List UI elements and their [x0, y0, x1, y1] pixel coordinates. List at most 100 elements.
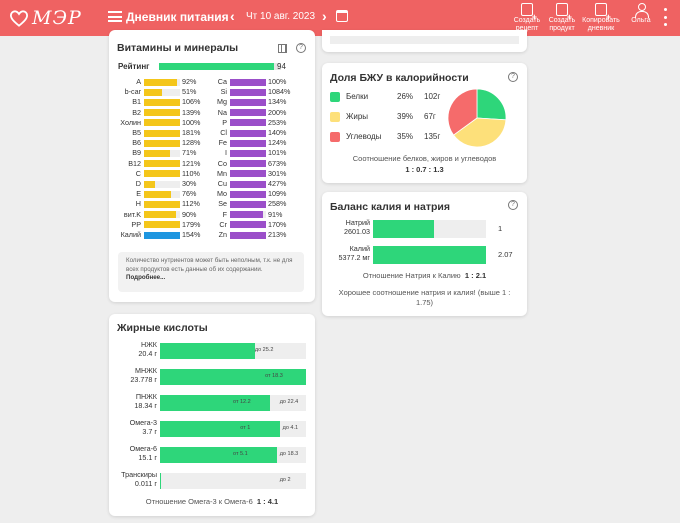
fatty-acid-label: Омега-3 3.7 г	[109, 418, 157, 436]
legend-swatch	[330, 112, 340, 122]
fatty-acids-title: Жирные кислоты	[117, 322, 208, 334]
nutrient-row: Холин 100%	[109, 118, 209, 128]
balance-row: Калий 5377.2 мг 2.07	[330, 244, 526, 265]
balance-ratio-label: Отношение Натрия к Калию	[362, 271, 461, 280]
nutrient-value: 30%	[182, 179, 197, 188]
nutrient-bar-fill	[230, 139, 266, 147]
fatty-acid-bar-fill	[160, 473, 162, 489]
pie-slice	[476, 88, 507, 121]
fatty-acid-label: Транскиры 0.011 г	[109, 470, 157, 488]
nutrient-value: 90%	[182, 209, 197, 219]
omega-ratio: Отношение Омега-3 к Омега-6 1 : 4.1	[109, 497, 315, 506]
nutrient-value: 154%	[182, 230, 201, 239]
fatty-acid-bar-fill	[160, 369, 306, 385]
rating-bar	[159, 63, 281, 70]
nutrient-name: B6	[132, 138, 141, 148]
nutrient-bar-fill	[144, 109, 180, 117]
nutrient-bar	[144, 170, 180, 178]
fatty-acid-name: Омега-6	[129, 444, 157, 453]
more-link[interactable]: Подробнее...	[126, 274, 166, 282]
nutrient-name: Mg	[217, 97, 227, 107]
fatty-acid-amount: 0.011 г	[134, 478, 157, 488]
nutrient-bar	[230, 170, 266, 178]
nutrient-bar	[230, 129, 266, 137]
nutrient-row: Co 673%	[195, 159, 295, 169]
help-icon[interactable]: ?	[508, 200, 518, 210]
nutrient-value: 213%	[268, 230, 287, 239]
nutrient-row: b-car 51%	[109, 87, 209, 97]
chevron-right-icon[interactable]: ›	[322, 8, 327, 24]
fatty-acid-row: Омега-3 3.7 г от 1 до 4.1	[109, 418, 315, 439]
nutrient-bar	[144, 88, 180, 96]
nutrient-bar-fill	[230, 129, 266, 137]
rating-value: 94	[277, 62, 286, 71]
bju-card: Доля БЖУ в калорийности ? Белки 26% 102г Жи…	[322, 63, 527, 183]
nutrient-row: Se 258%	[195, 199, 295, 209]
nutrient-name: b-car	[124, 87, 141, 97]
help-icon[interactable]: ?	[296, 43, 306, 53]
user-icon	[633, 3, 649, 18]
fatty-acid-amount: 15.1 г	[138, 452, 157, 462]
nutrient-bar-fill	[230, 88, 266, 96]
nutrient-value: 76%	[182, 189, 197, 199]
copy-diary-button[interactable]: Копировать дневник	[582, 3, 620, 33]
fatty-acid-bar-fill	[160, 447, 277, 463]
fatty-acid-label: Омега-6 15.1 г	[109, 444, 157, 462]
more-vert-icon[interactable]	[664, 8, 668, 26]
nutrient-row: E 76%	[109, 189, 209, 199]
current-date[interactable]: Чт 10 авг. 2023	[246, 11, 316, 22]
nutrient-value: 71%	[182, 148, 197, 158]
nutrient-name: E	[136, 189, 141, 199]
copy-diary-label: Копировать дневник	[582, 17, 620, 32]
nutrient-bar	[144, 119, 180, 127]
nutrient-row: Fe 124%	[195, 138, 295, 148]
bju-ratio: Соотношение белков, жиров и углеводов 1 …	[322, 153, 527, 175]
table-icon[interactable]	[278, 44, 287, 53]
omega-ratio-label: Отношение Омега-3 к Омега-6	[145, 497, 253, 506]
vitamins-title: Витамины и минералы	[117, 42, 239, 54]
nutrient-name: P	[222, 117, 227, 127]
logo[interactable]: МЭР	[10, 7, 82, 29]
help-icon[interactable]: ?	[508, 72, 518, 82]
balance-ratio-value: 1 : 2.1	[464, 271, 487, 280]
nutrient-bar-fill	[144, 129, 180, 137]
bju-name: Белки	[346, 92, 369, 101]
nutrient-row: I 101%	[195, 148, 295, 158]
nutrient-name: B2	[132, 107, 141, 117]
norm-label: до 25.2	[254, 347, 274, 353]
fatty-acid-label: МНЖК 23.778 г	[109, 366, 157, 384]
nutrient-note-text: Количество нутриентов может быть неполны…	[126, 257, 293, 273]
nutrient-bar-fill	[144, 98, 180, 106]
nutrient-name: B12	[128, 158, 141, 168]
nutrient-bar-fill	[230, 180, 266, 188]
balance-ratio: Отношение Натрия к Калию 1 : 2.1	[322, 271, 527, 280]
user-menu-button[interactable]: Ольга	[624, 3, 658, 25]
fatty-acid-bar: от 12.2 до 22.4	[160, 395, 306, 411]
nutrient-bar-fill	[144, 119, 180, 127]
nutrient-value: 109%	[268, 189, 287, 199]
create-product-button[interactable]: Создать продукт	[543, 3, 581, 33]
nutrient-row: Mo 109%	[195, 189, 295, 199]
nutrient-row: D 30%	[109, 179, 209, 189]
nutrient-bar-fill	[230, 160, 266, 168]
balance-row: Натрий 2601.03 1	[330, 218, 526, 239]
nutrient-bar	[144, 190, 180, 198]
nutrient-bar	[230, 78, 266, 86]
fatty-acid-amount: 18.34 г	[134, 400, 157, 410]
nutrient-value: 1084%	[268, 87, 291, 97]
balance-bar	[373, 220, 486, 238]
bju-grams: 135г	[424, 132, 441, 141]
chevron-left-icon[interactable]: ‹	[230, 8, 235, 24]
nutrient-bar	[144, 129, 180, 137]
bju-name: Жиры	[346, 112, 369, 121]
fatty-acid-row: Транскиры 0.011 г до 2	[109, 470, 315, 491]
menu-icon[interactable]	[108, 11, 122, 22]
nutrient-value: 301%	[268, 168, 287, 178]
calendar-icon[interactable]	[336, 10, 348, 22]
nutrient-row: B5 181%	[109, 128, 209, 138]
nutrient-bar-fill	[144, 221, 180, 229]
nutrient-row: B12 121%	[109, 159, 209, 169]
nutrient-value: 112%	[182, 199, 200, 209]
nutrient-name: I	[225, 148, 227, 158]
create-recipe-button[interactable]: Создать рецепт	[508, 3, 546, 33]
